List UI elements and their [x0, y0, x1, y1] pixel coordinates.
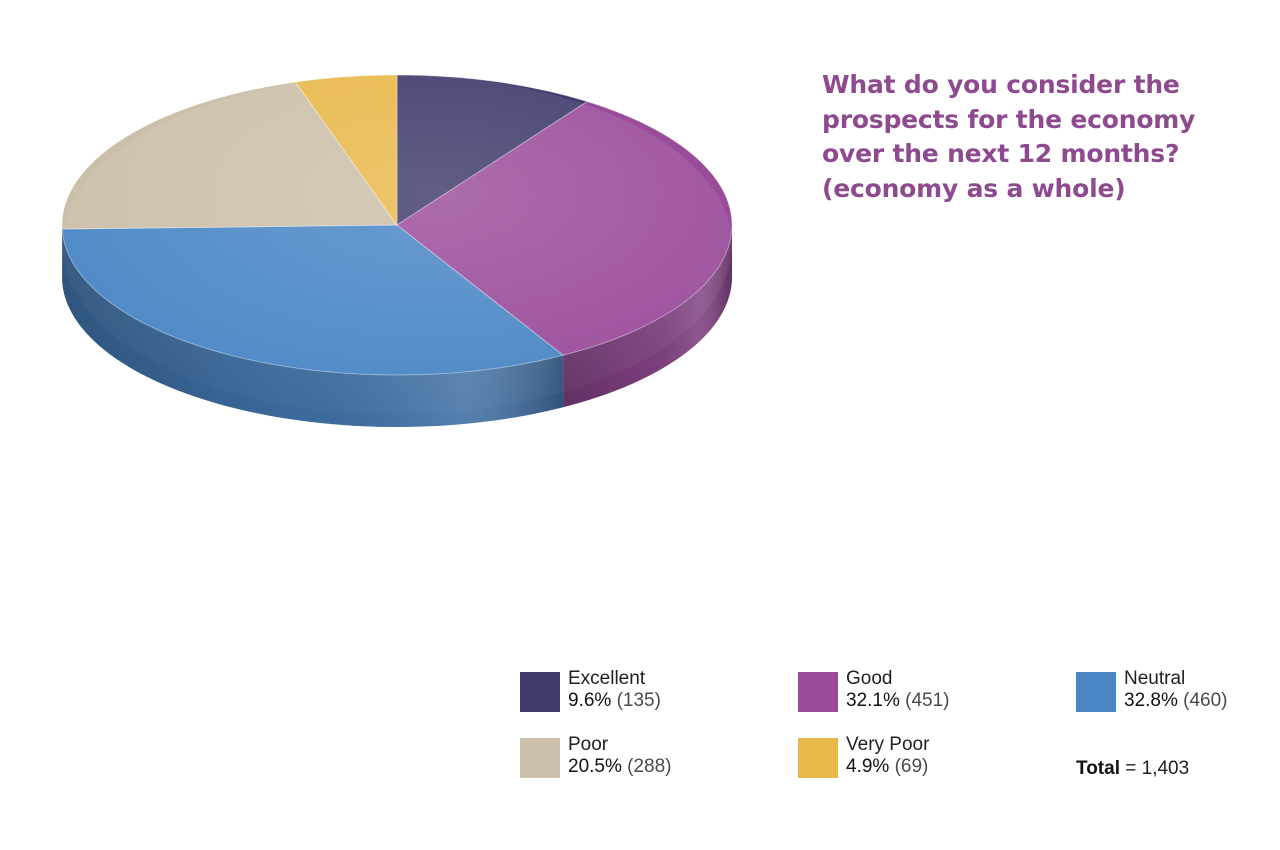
total-value: = 1,403 [1125, 758, 1190, 779]
total-label: Total [1076, 758, 1120, 779]
chart-title-line: What do you consider the [822, 70, 1180, 99]
legend-count: (135) [616, 690, 661, 711]
legend-item-good: Good 32.1% (451) [798, 668, 950, 714]
legend-item-excellent: Excellent 9.6% (135) [520, 668, 661, 714]
total-summary: Total = 1,403 [1076, 758, 1189, 780]
legend-count: (69) [894, 756, 929, 777]
legend-percent: 4.9% [846, 756, 890, 777]
legend-count: (460) [1183, 690, 1228, 711]
chart-title: What do you consider the prospects for t… [822, 68, 1262, 206]
chart-title-line: prospects for the economy [822, 104, 1196, 134]
legend-item-poor: Poor 20.5% (288) [520, 734, 672, 780]
legend-item-very-poor: Very Poor 4.9% (69) [798, 734, 929, 780]
legend-percent: 32.1% [846, 690, 900, 711]
legend-label: Excellent [568, 668, 646, 689]
legend-label: Neutral [1124, 668, 1186, 689]
legend-percent: 20.5% [568, 756, 622, 777]
legend-count: (451) [905, 690, 950, 711]
chart-title-line: (economy as a whole) [822, 173, 1126, 203]
legend-item-neutral: Neutral 32.8% (460) [1076, 668, 1228, 714]
legend-swatch-poor [520, 738, 560, 778]
legend-label: Poor [568, 734, 609, 755]
legend-label: Good [846, 668, 893, 689]
legend-label: Very Poor [846, 734, 930, 755]
legend-percent: 32.8% [1124, 690, 1178, 711]
pie-chart [61, 74, 733, 427]
legend-swatch-excellent [520, 672, 560, 712]
chart-title-line: over the next 12 months? [822, 139, 1180, 168]
legend-swatch-good [798, 672, 838, 712]
legend-swatch-neutral [1076, 672, 1116, 712]
legend-swatch-very-poor [798, 738, 838, 778]
legend-percent: 9.6% [568, 690, 612, 711]
legend-count: (288) [627, 756, 672, 777]
